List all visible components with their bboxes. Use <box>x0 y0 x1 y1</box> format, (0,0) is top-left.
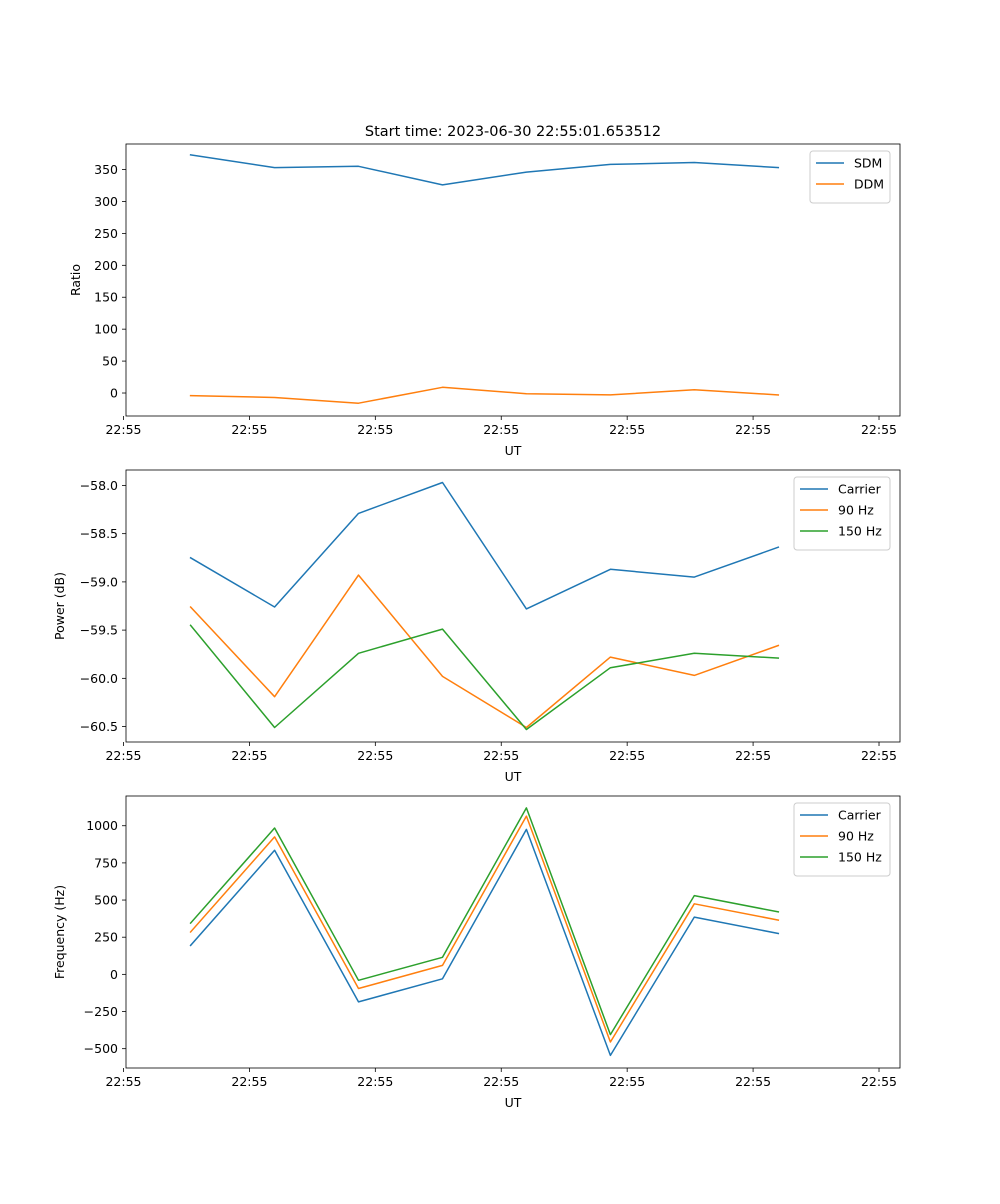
ratio-axes-frame <box>125 143 901 417</box>
ratio-y-tick-label: 100 <box>94 322 118 337</box>
power-x-tick-label: 22:55 <box>483 748 519 763</box>
ratio-legend-box <box>809 150 891 204</box>
frequency-y-tick-label: 1000 <box>86 818 118 833</box>
frequency-x-tick-label: 22:55 <box>735 1074 771 1089</box>
ratio-x-tick-label: 22:55 <box>609 422 645 437</box>
power-y-axis-label: Power (dB) <box>52 572 67 640</box>
ratio-x-tick-label: 22:55 <box>735 422 771 437</box>
ratio-y-tick-label: 0 <box>110 386 118 401</box>
frequency-axes-frame <box>125 795 901 1069</box>
power-x-tick-label: 22:55 <box>231 748 267 763</box>
ratio-y-tick-label: 350 <box>94 162 118 177</box>
ratio-x-tick-label: 22:55 <box>483 422 519 437</box>
power-legend-label: 90 Hz <box>838 503 874 518</box>
frequency-y-tick-label: 750 <box>94 855 118 870</box>
power-x-tick-label: 22:55 <box>105 748 141 763</box>
frequency-x-tick-label: 22:55 <box>105 1074 141 1089</box>
ratio-y-tick-label: 50 <box>102 354 118 369</box>
frequency-legend-label: 150 Hz <box>838 850 882 865</box>
power-legend-label: Carrier <box>838 482 882 497</box>
frequency-y-tick-label: 0 <box>110 967 118 982</box>
power-legend: Carrier 90 Hz 150 Hz <box>793 476 891 551</box>
power-series-1-line <box>189 574 780 729</box>
frequency-y-tick-label: −250 <box>84 1004 118 1019</box>
frequency-y-axis-label: Frequency (Hz) <box>52 885 67 979</box>
ratio-legend-label: DDM <box>854 177 884 192</box>
panel-frequency: 22:55 22:55 22:55 22:55 22:55 22:55 22:55 −500 −… <box>52 795 901 1110</box>
power-y-tick-label: −60.0 <box>80 671 118 686</box>
frequency-x-tick-label: 22:55 <box>357 1074 393 1089</box>
power-x-tick-label: 22:55 <box>735 748 771 763</box>
frequency-legend: Carrier 90 Hz 150 Hz <box>793 802 891 877</box>
ratio-y-tick-label: 300 <box>94 194 118 209</box>
power-axes-frame <box>125 469 901 743</box>
frequency-series-1-line <box>189 815 780 1043</box>
power-x-tick-label: 22:55 <box>609 748 645 763</box>
ratio-y-tick-label: 250 <box>94 226 118 241</box>
frequency-y-tick-label: −500 <box>84 1041 118 1056</box>
ratio-x-tick-label: 22:55 <box>231 422 267 437</box>
frequency-series-0-line <box>189 828 780 1057</box>
frequency-y-tick-label: 250 <box>94 930 118 945</box>
frequency-legend-label: 90 Hz <box>838 829 874 844</box>
panel-power: 22:55 22:55 22:55 22:55 22:55 22:55 22:55 −58.0… <box>52 469 901 784</box>
frequency-x-axis-label: UT <box>505 1095 522 1110</box>
power-y-tick-label: −58.5 <box>80 526 118 541</box>
frequency-y-tick-label: 500 <box>94 893 118 908</box>
frequency-x-tick-label: 22:55 <box>609 1074 645 1089</box>
ratio-y-tick-label: 150 <box>94 290 118 305</box>
ratio-series-1-line <box>189 386 780 404</box>
frequency-legend-label: Carrier <box>838 808 882 823</box>
power-series-0-line <box>189 481 780 610</box>
ratio-legend: SDM DDM <box>809 150 891 204</box>
ratio-x-tick-label: 22:55 <box>861 422 897 437</box>
ratio-x-tick-label: 22:55 <box>357 422 393 437</box>
power-y-tick-label: −58.0 <box>80 478 118 493</box>
ratio-x-axis-label: UT <box>505 443 522 458</box>
ratio-x-tick-label: 22:55 <box>105 422 141 437</box>
power-y-tick-label: −59.0 <box>80 574 118 589</box>
ratio-legend-label: SDM <box>854 156 882 171</box>
power-x-axis-label: UT <box>505 769 522 784</box>
frequency-x-tick-label: 22:55 <box>231 1074 267 1089</box>
ratio-y-tick-label: 200 <box>94 258 118 273</box>
ratio-series-0-line <box>189 154 780 186</box>
figure-title: Start time: 2023-06-30 22:55:01.653512 <box>365 124 661 140</box>
power-y-tick-label: −59.5 <box>80 623 118 638</box>
power-x-tick-label: 22:55 <box>357 748 393 763</box>
power-x-tick-label: 22:55 <box>861 748 897 763</box>
power-series-2-line <box>189 624 780 731</box>
ratio-y-axis-label: Ratio <box>68 264 83 296</box>
panel-ratio: 22:55 22:55 22:55 22:55 22:55 22:55 22:55 0 50 10… <box>68 143 901 458</box>
frequency-x-tick-label: 22:55 <box>861 1074 897 1089</box>
power-legend-label: 150 Hz <box>838 524 882 539</box>
power-y-tick-label: −60.5 <box>80 719 118 734</box>
frequency-series-2-line <box>189 807 780 1036</box>
frequency-x-tick-label: 22:55 <box>483 1074 519 1089</box>
